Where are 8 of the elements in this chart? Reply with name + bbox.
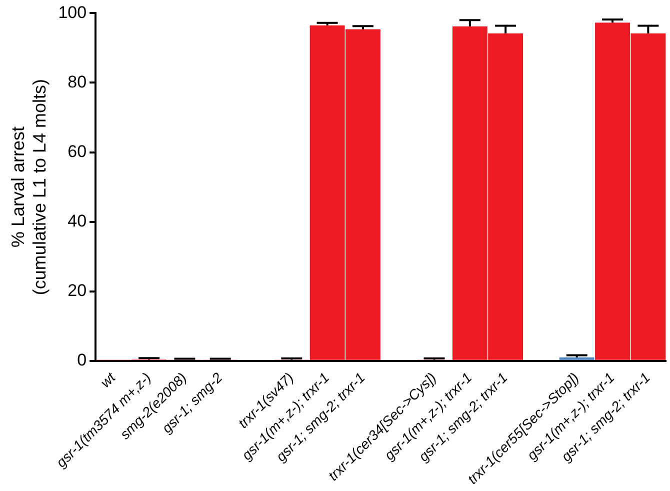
- y-tick-label: 0: [77, 350, 87, 370]
- y-tick-label: 80: [68, 72, 87, 92]
- y-tick-label: 20: [68, 281, 87, 300]
- y-tick-label: 100: [58, 2, 87, 22]
- y-axis-title: % Larval arrest (cumulative L1 to L4 molts): [8, 78, 50, 296]
- y-tick-label: 60: [68, 142, 87, 161]
- x-tick-label: wt: [97, 368, 120, 391]
- y-tick-label: 40: [68, 211, 87, 230]
